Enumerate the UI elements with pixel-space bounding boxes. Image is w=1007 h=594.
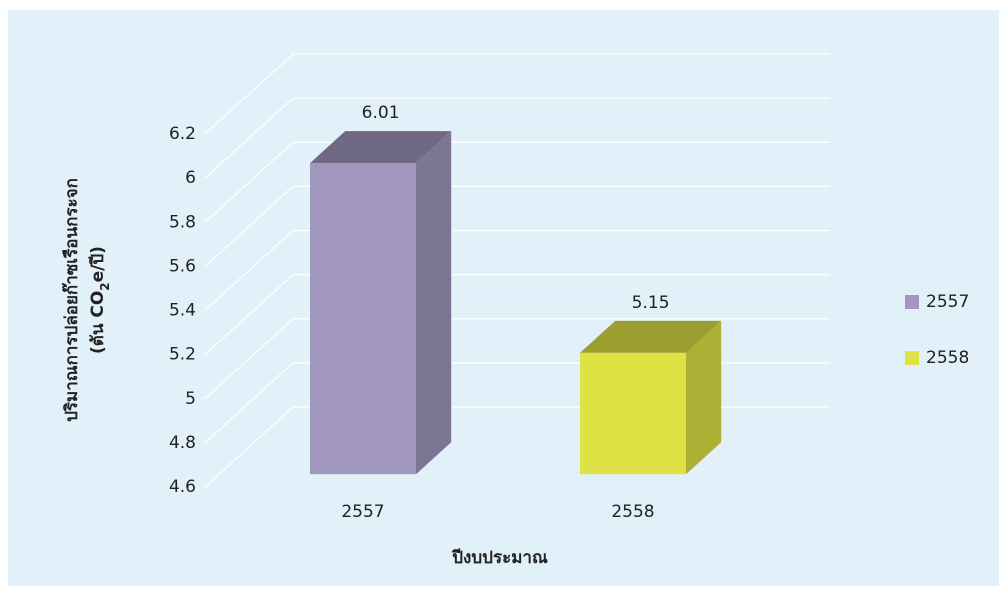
y-tick-label: 4.8 bbox=[169, 433, 196, 453]
grid-line bbox=[204, 53, 830, 135]
grid-line bbox=[204, 97, 830, 179]
label-subscript: 2 bbox=[98, 282, 112, 290]
y-axis-label-line: (ตัน CO2e/ปี) bbox=[87, 246, 112, 354]
bar-top bbox=[580, 320, 722, 353]
legend-swatch bbox=[905, 351, 919, 365]
y-tick-label: 5.2 bbox=[169, 345, 196, 365]
bar-top bbox=[310, 131, 452, 164]
x-axis-label: ปีงบประมาณ bbox=[451, 547, 548, 568]
bar bbox=[310, 163, 416, 475]
y-tick-label: 6 bbox=[185, 168, 196, 188]
grid-line bbox=[204, 274, 830, 356]
y-axis-label: ปริมาณการปล่อยก๊าซเรือนกระจก (ตัน CO2e/ป… bbox=[61, 178, 112, 422]
y-tick-label: 4.6 bbox=[169, 477, 196, 497]
y-tick-label: 5.6 bbox=[169, 256, 196, 276]
x-tick-label: 2558 bbox=[611, 502, 654, 522]
x-tick-label: 2557 bbox=[341, 502, 384, 522]
legend-swatch bbox=[905, 295, 919, 309]
y-tick-label: 5 bbox=[185, 389, 196, 409]
y-tick-label: 5.4 bbox=[169, 301, 196, 321]
grid-line bbox=[204, 185, 830, 267]
data-label: 5.15 bbox=[632, 293, 670, 313]
label-part: e/ปี) bbox=[87, 246, 108, 282]
label-part: (ตัน CO bbox=[88, 291, 108, 354]
y-tick-label: 5.8 bbox=[169, 212, 196, 232]
grid-line bbox=[204, 229, 830, 311]
legend-label: 2558 bbox=[926, 348, 969, 368]
legend-label: 2557 bbox=[926, 292, 969, 312]
bar-side bbox=[686, 320, 722, 475]
data-label: 6.01 bbox=[362, 103, 400, 123]
grid-line bbox=[204, 141, 830, 223]
y-tick-label: 6.2 bbox=[169, 124, 196, 144]
bar-side bbox=[416, 131, 452, 475]
grid-line bbox=[204, 318, 830, 400]
bar bbox=[580, 352, 686, 475]
panel bbox=[8, 10, 999, 586]
y-axis-label-line: ปริมาณการปล่อยก๊าซเรือนกระจก bbox=[61, 178, 82, 422]
